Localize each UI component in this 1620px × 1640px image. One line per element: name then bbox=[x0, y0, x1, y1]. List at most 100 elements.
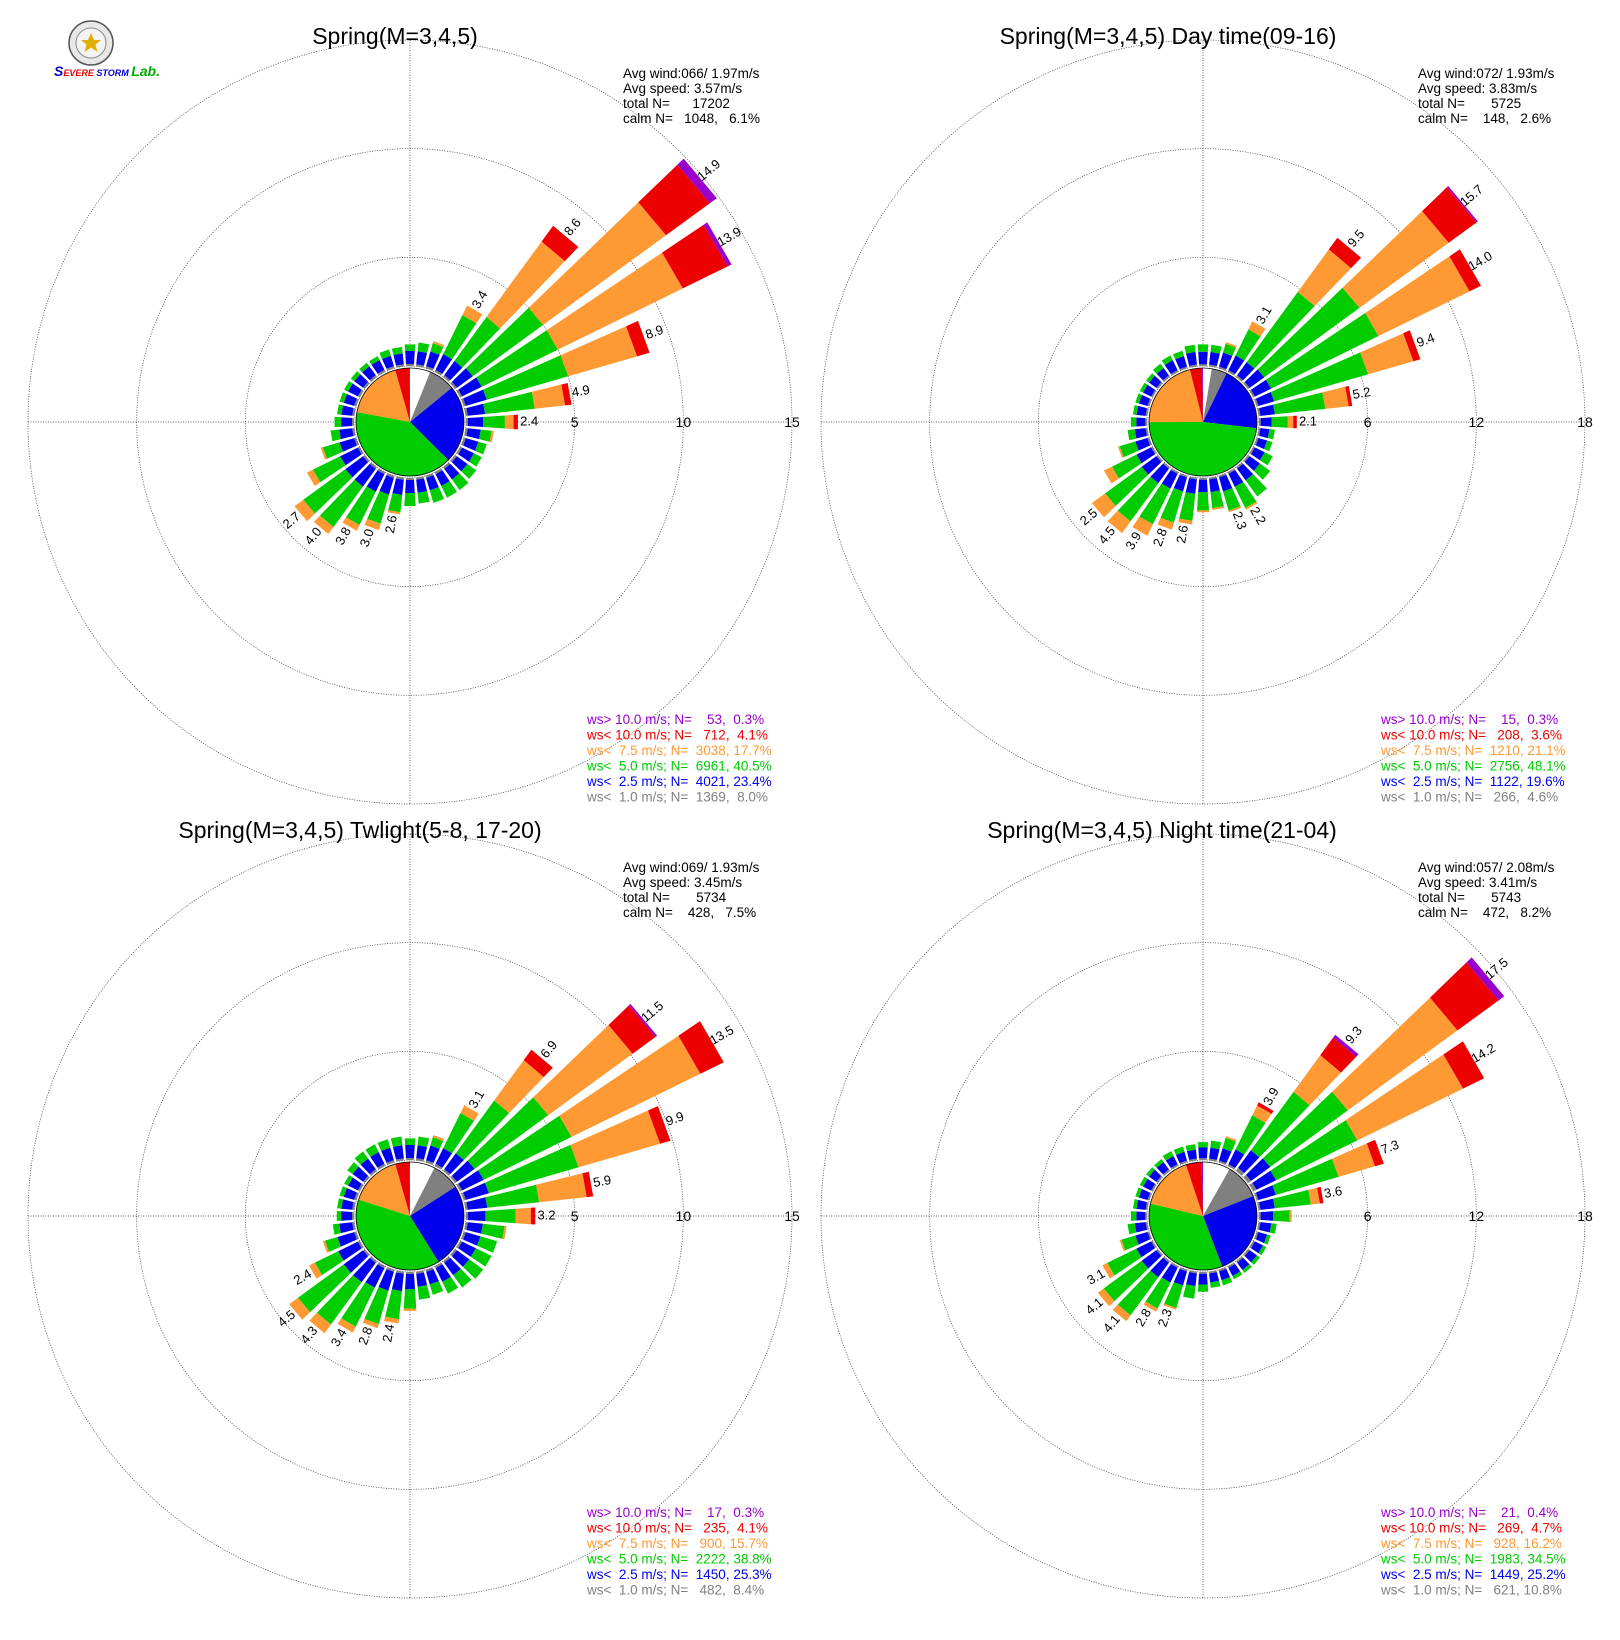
bar-segment-lt5 bbox=[339, 392, 347, 403]
bar-segment-lt10 bbox=[523, 1049, 553, 1077]
bar-segment-lt5 bbox=[483, 415, 505, 429]
bar-segment-lt5 bbox=[312, 456, 346, 483]
bar-segment-lt7_5 bbox=[528, 202, 666, 325]
pie-slice-lt1 bbox=[410, 371, 452, 422]
bar-value-label: 2.3 bbox=[1230, 509, 1250, 531]
bar-segment-lt5 bbox=[483, 355, 569, 400]
direction-bar bbox=[1257, 1186, 1324, 1210]
direction-bar bbox=[450, 1003, 658, 1183]
bar-segment-lt1 bbox=[363, 455, 370, 463]
direction-bar bbox=[1197, 344, 1209, 367]
direction-bar bbox=[1254, 1231, 1271, 1245]
bar-segment-lt1 bbox=[1151, 446, 1157, 455]
bar-segment-lt5 bbox=[1161, 355, 1173, 365]
bar-segment-lt1 bbox=[1156, 455, 1163, 463]
bar-segment-lt5 bbox=[1258, 1245, 1267, 1256]
bar-segment-lt5 bbox=[1119, 441, 1139, 458]
ring-label: 5 bbox=[571, 414, 579, 430]
legend-entry-lt5: ws< 5.0 m/s; N= 1983, 34.5% bbox=[1380, 1552, 1566, 1567]
bar-segment-lt2_5 bbox=[1251, 1241, 1263, 1254]
bar-segment-lt7_5 bbox=[384, 1316, 399, 1324]
bar-segment-lt10 bbox=[1257, 1102, 1274, 1114]
bar-segment-lt1 bbox=[357, 446, 364, 455]
bar-segment-lt1 bbox=[1254, 1192, 1259, 1201]
bar-segment-lt1 bbox=[416, 476, 424, 480]
direction-bar bbox=[334, 416, 355, 428]
bar-segment-lt1 bbox=[1209, 476, 1217, 480]
bar-segment-lt5 bbox=[477, 1236, 498, 1253]
bar-segment-lt5 bbox=[388, 493, 403, 513]
bar-segment-lt5 bbox=[1139, 382, 1148, 393]
bar-segment-lt2_5 bbox=[352, 1166, 369, 1182]
direction-bar bbox=[1243, 957, 1505, 1183]
bar-segment-lt5 bbox=[1117, 476, 1159, 522]
direction-bar bbox=[450, 1249, 484, 1279]
legend-entry-lt7_5: ws< 7.5 m/s; N= 3038, 17.7% bbox=[586, 743, 772, 758]
panels: 5 10 153.48.614.913.98.94.92.42.63.03.84.0… bbox=[27, 23, 1593, 1599]
bar-segment-lt2_5 bbox=[1149, 1169, 1162, 1182]
direction-bar bbox=[1254, 1139, 1384, 1201]
bar-segment-lt2_5 bbox=[1186, 1149, 1197, 1160]
direction-bar bbox=[416, 1270, 431, 1300]
bar-segment-lt1 bbox=[1254, 1231, 1259, 1240]
direction-bar bbox=[309, 1256, 377, 1334]
bar-segment-lt5 bbox=[1221, 1277, 1233, 1286]
direction-bar bbox=[359, 362, 377, 382]
direction-bar bbox=[425, 473, 445, 503]
bar-segment-lt2_5 bbox=[343, 1250, 369, 1273]
bar-segment-lt7_5 bbox=[533, 1025, 633, 1116]
direction-bar bbox=[1161, 355, 1179, 376]
bar-segment-lt1 bbox=[443, 462, 451, 469]
bar-segment-lt5 bbox=[461, 464, 477, 479]
bar-segment-lt5 bbox=[430, 343, 444, 355]
bar-segment-lt2_5 bbox=[1136, 447, 1155, 464]
bar-segment-lt7_5 bbox=[1345, 1054, 1464, 1141]
direction-bar bbox=[1112, 1256, 1170, 1322]
bar-value-label: 9.4 bbox=[1414, 330, 1436, 350]
bar-segment-lt7_5 bbox=[1178, 518, 1193, 525]
bar-segment-lt1 bbox=[1170, 468, 1179, 474]
bar-segment-lt5 bbox=[485, 1144, 579, 1194]
bar-segment-lt5 bbox=[1197, 492, 1209, 511]
bar-segment-lt10 bbox=[530, 1207, 536, 1225]
bar-segment-lt7_5 bbox=[322, 1240, 329, 1253]
bar-segment-lt7_5 bbox=[1287, 415, 1294, 429]
bar-segment-lt5 bbox=[1210, 490, 1224, 509]
bar-segment-lt2_5 bbox=[1255, 438, 1268, 450]
bar-segment-lt7_5 bbox=[1293, 1055, 1341, 1106]
bar-segment-lt2_5 bbox=[451, 1250, 470, 1267]
direction-bar bbox=[1227, 468, 1258, 510]
bar-segment-lt10 bbox=[561, 383, 572, 406]
bar-segment-lt10 bbox=[1443, 1041, 1485, 1089]
bar-segment-lt7_5 bbox=[559, 1035, 701, 1137]
bar-segment-lt1 bbox=[450, 381, 457, 389]
bar-segment-lt2_5 bbox=[345, 456, 369, 478]
bar-segment-lt5 bbox=[429, 1281, 444, 1295]
bar-segment-lt10 bbox=[1430, 962, 1499, 1031]
bar-segment-lt10 bbox=[1366, 1139, 1384, 1167]
bar-segment-lt1 bbox=[1218, 473, 1227, 478]
bar-segment-lt1 bbox=[1209, 364, 1217, 368]
bar-segment-lt1 bbox=[1227, 1164, 1236, 1170]
direction-bar bbox=[1243, 455, 1271, 480]
direction-bar bbox=[416, 342, 430, 368]
bar-segment-lt1 bbox=[1249, 446, 1255, 455]
direction-bar bbox=[1254, 330, 1421, 407]
legend-entry-lt5: ws< 5.0 m/s; N= 2756, 48.1% bbox=[1380, 759, 1566, 774]
bar-value-label: 8.9 bbox=[643, 322, 665, 342]
bar-segment-lt2_5 bbox=[354, 463, 376, 487]
ring-label: 12 bbox=[1469, 1208, 1485, 1224]
bar-segment-lt1 bbox=[434, 1163, 443, 1170]
legend-entry-lt1: ws< 1.0 m/s; N= 482, 8.4% bbox=[586, 1583, 764, 1598]
direction-bar bbox=[461, 1231, 498, 1253]
bar-segment-lt5 bbox=[344, 1175, 353, 1186]
bar-segment-lt2_5 bbox=[463, 438, 479, 451]
bar-segment-lt5 bbox=[1132, 405, 1139, 415]
bar-segment-lt2_5 bbox=[451, 368, 473, 388]
bar-segment-lt2_5 bbox=[468, 1210, 486, 1222]
bar-segment-lt2_5 bbox=[1252, 1170, 1277, 1190]
bar-segment-lt10 bbox=[648, 1106, 671, 1144]
bar-segment-lt1 bbox=[377, 1163, 386, 1170]
bar-segment-lt1 bbox=[369, 1256, 377, 1263]
